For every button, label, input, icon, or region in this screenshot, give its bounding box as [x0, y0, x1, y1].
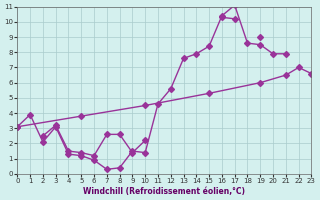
X-axis label: Windchill (Refroidissement éolien,°C): Windchill (Refroidissement éolien,°C) — [84, 187, 245, 196]
